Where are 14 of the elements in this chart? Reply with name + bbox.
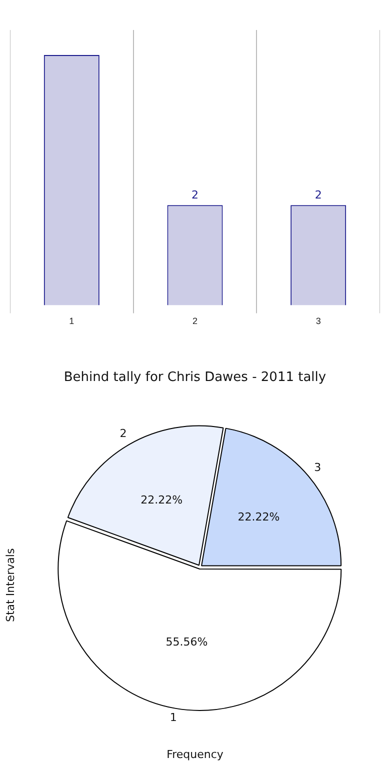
x-tick-label: 3 [316,316,321,326]
slice-label: 2 [120,426,127,440]
x-tick-label: 2 [192,316,198,326]
data-label: 22.22% [238,510,280,524]
slice-label: 1 [170,711,177,724]
data-label: 2 [314,188,322,202]
data-label: 2 [192,188,198,202]
x-tick-label: 1 [69,316,74,326]
data-label: 55.56% [166,635,208,648]
chart-title: Behind tally for Chris Dawes - 2011 tally [62,370,328,385]
text: Frequency [166,748,224,761]
text: Stat Intervals [4,548,17,622]
data-label: 22.22% [140,493,183,506]
slice-label: 3 [314,461,322,474]
